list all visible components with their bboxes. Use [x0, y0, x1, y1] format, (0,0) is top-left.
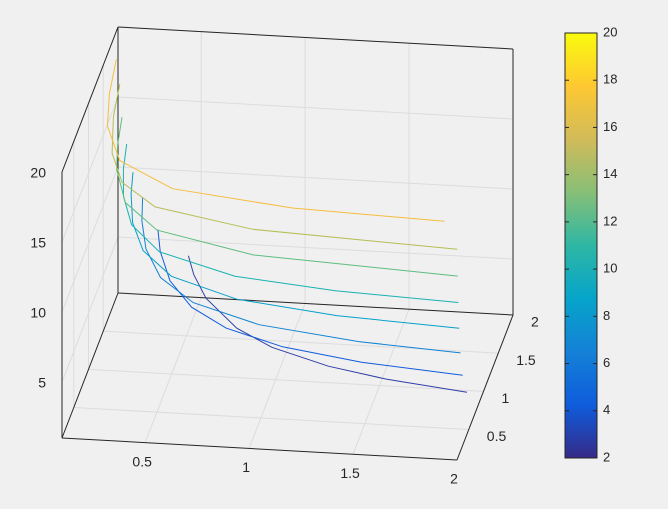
colorbar-tick-label: 16 [603, 119, 617, 134]
y-tick-label: 1.5 [516, 352, 536, 368]
axes-box [61, 26, 514, 461]
colorbar-tick-label: 2 [603, 449, 610, 464]
colorbar-scale [564, 32, 598, 459]
grid-line [117, 166, 514, 190]
box-edge [61, 292, 119, 439]
grid [61, 26, 514, 461]
colorbar-tick-label: 4 [603, 402, 610, 417]
colorbar-tick-label: 8 [603, 308, 610, 323]
box-edge [456, 314, 514, 461]
grid-line [61, 236, 119, 383]
y-tick-label: 2 [531, 314, 539, 330]
box-edge [117, 26, 514, 50]
colorbar-tick-label: 6 [603, 355, 610, 370]
grid-line [73, 406, 469, 430]
colorbar: 2 4 6 8 10 12 14 16 18 20 [564, 24, 617, 464]
x-tick-label: 0.5 [132, 453, 152, 469]
z-tick-label: 5 [38, 375, 46, 391]
tick-labels: 0.5 1 1.5 2 0.5 1 1.5 2 5 10 15 20 [30, 165, 539, 487]
contour-line [122, 143, 459, 303]
contour-line [157, 229, 463, 376]
colorbar-tick-label: 20 [603, 24, 617, 39]
contour-lines [106, 59, 468, 393]
z-tick-label: 20 [30, 165, 46, 181]
x-tick-label: 1 [242, 459, 250, 475]
grid-line [61, 166, 119, 313]
box-edge [61, 26, 119, 173]
grid-line [61, 96, 119, 243]
contour-line [116, 117, 458, 277]
contour-line [130, 172, 460, 329]
y-tick-label: 0.5 [487, 428, 507, 444]
box-edge [61, 437, 458, 461]
x-tick-label: 2 [450, 471, 458, 487]
colorbar-tick-label: 18 [603, 72, 617, 87]
grid-line [248, 303, 306, 449]
colorbar-tick-label: 14 [603, 166, 617, 181]
colorbar-tick-label: 12 [603, 213, 617, 228]
z-tick-label: 10 [30, 305, 46, 321]
y-tick-label: 1 [502, 390, 510, 406]
contour-line [111, 83, 458, 250]
x-tick-label: 1.5 [340, 465, 360, 481]
grid-line [144, 297, 202, 443]
grid-line [117, 236, 514, 260]
grid-line [352, 309, 410, 455]
box-edge [117, 292, 514, 316]
grid-line [117, 96, 514, 120]
z-tick-label: 15 [30, 235, 46, 251]
contour-line [106, 59, 445, 222]
grid-line [88, 368, 484, 392]
contour-line [141, 197, 461, 354]
contour-line [187, 255, 468, 393]
colorbar-tick-label: 10 [603, 261, 617, 276]
